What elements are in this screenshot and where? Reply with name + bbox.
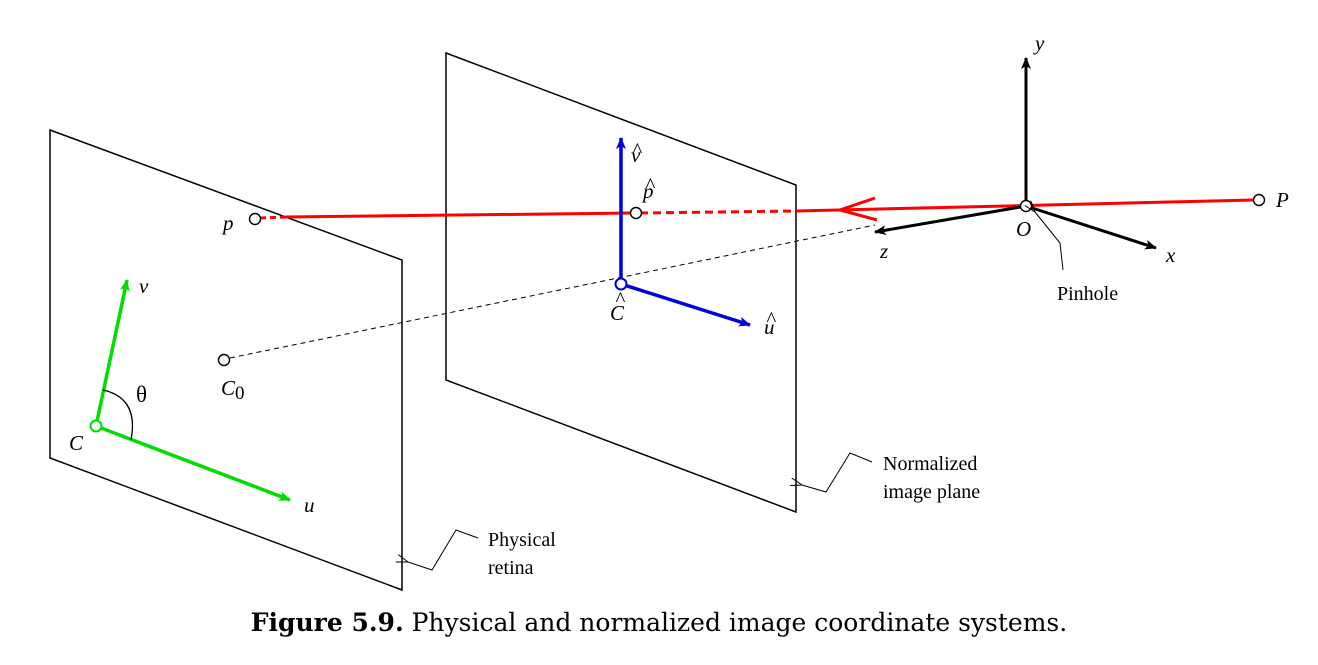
z-axis [874, 204, 1027, 236]
theta-angle-arc [102, 389, 134, 441]
physical-center-label: C [69, 431, 84, 455]
normalized-point-p [629, 206, 643, 220]
physical-center-point [89, 419, 103, 433]
x-axis-label: x [1165, 243, 1176, 267]
pinhole-label: Pinhole [1057, 283, 1118, 305]
ray-direction-arrow [834, 196, 878, 222]
normalized-u-axis [620, 282, 751, 327]
principal-point-C0 [217, 353, 231, 367]
physical-retina-leader [408, 529, 479, 571]
camera-coordinate-diagram: y x z O P Pinhole ^ v ^ p ^ C ^ u p C0 C… [49, 31, 1289, 592]
physical-u-axis [95, 424, 291, 502]
origin-label: O [1016, 217, 1031, 241]
normalized-p-hat: ^ [645, 173, 656, 197]
normalized-u-hat: ^ [766, 307, 777, 331]
y-axis-label: y [1033, 31, 1045, 55]
scene-point-label: P [1275, 188, 1289, 212]
physical-u-label: u [304, 493, 315, 517]
principal-point-subscript: 0 [235, 383, 245, 404]
normalized-image-plane [445, 51, 797, 514]
caption-label: Figure 5.9. [250, 608, 404, 637]
physical-point-p [248, 212, 262, 226]
normalized-plane-label-line1: Normalized [883, 453, 977, 475]
projection-ray [259, 196, 1255, 222]
normalized-u-label: u [764, 315, 775, 339]
origin-point [1019, 199, 1033, 213]
normalized-center-point [614, 277, 628, 291]
optical-axis-dashed [229, 224, 876, 359]
figure-caption: Figure 5.9. Physical and normalized imag… [0, 608, 1318, 637]
normalized-v-label: v [631, 143, 641, 167]
theta-label: θ [136, 382, 147, 407]
pinhole-leader [1035, 212, 1064, 271]
normalized-plane-label-line2: image plane [883, 481, 980, 503]
normalized-point-label: p [641, 179, 654, 203]
physical-retina-label-line1: Physical [488, 529, 556, 551]
normalized-v-hat: ^ [632, 138, 643, 162]
scene-point-P [1252, 193, 1266, 207]
physical-v-label: v [139, 274, 149, 298]
z-axis-label: z [879, 239, 888, 263]
physical-point-label: p [221, 211, 234, 235]
normalized-center-hat: ^ [615, 287, 626, 311]
x-axis [1025, 204, 1157, 250]
normalized-plane-leader [802, 452, 873, 493]
caption-text: Physical and normalized image coordinate… [411, 608, 1068, 637]
normalized-center-label: C [610, 301, 625, 325]
physical-v-axis [94, 279, 130, 427]
principal-point-label: C0 [221, 376, 245, 404]
physical-retina-label-line2: retina [488, 557, 534, 579]
